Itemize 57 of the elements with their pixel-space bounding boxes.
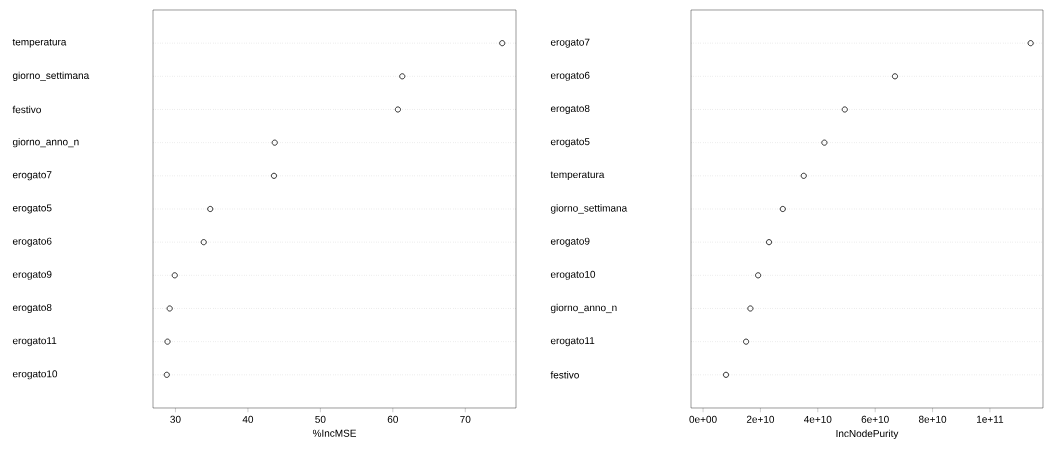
y-tick-label: erogato7 bbox=[550, 38, 590, 48]
x-tick-label: 60 bbox=[387, 415, 398, 423]
y-tick-label: erogato10 bbox=[550, 270, 596, 280]
x-tick-label: 4e+10 bbox=[803, 415, 832, 423]
y-tick-label: erogato6 bbox=[550, 71, 590, 81]
point bbox=[841, 106, 848, 113]
point bbox=[399, 73, 406, 80]
point bbox=[207, 205, 214, 212]
y-tick-label: erogato8 bbox=[12, 303, 52, 314]
point bbox=[755, 272, 762, 279]
y-tick-label: erogato9 bbox=[12, 270, 52, 280]
y-tick-label: temperatura bbox=[12, 38, 67, 48]
y-tick-label: erogato11 bbox=[12, 337, 57, 347]
point bbox=[821, 139, 828, 146]
point bbox=[747, 305, 754, 312]
y-tick-label: giorno_settimana bbox=[12, 71, 90, 81]
point bbox=[394, 106, 401, 113]
y-tick-label: giorno_settimana bbox=[550, 204, 628, 214]
point bbox=[723, 371, 729, 378]
x-tick-label: 30 bbox=[170, 415, 181, 423]
point bbox=[200, 239, 207, 246]
x-tick-label: 40 bbox=[242, 415, 254, 423]
x-tick-label: 8e+10 bbox=[918, 415, 947, 423]
point bbox=[766, 239, 773, 246]
y-tick-label: festivo bbox=[550, 371, 579, 379]
x-axis-title: %IncMSE bbox=[312, 429, 357, 437]
y-tick-label: giorno_anno_n bbox=[12, 137, 79, 148]
point bbox=[163, 371, 170, 378]
point bbox=[1027, 40, 1034, 47]
point bbox=[779, 205, 786, 212]
y-tick-label: festivo bbox=[12, 105, 41, 114]
point bbox=[171, 272, 178, 279]
point bbox=[891, 73, 898, 80]
x-axis-title: IncNodePurity bbox=[836, 429, 899, 440]
y-tick-label: erogato5 bbox=[12, 204, 52, 214]
y-tick-label: erogato11 bbox=[550, 337, 595, 347]
y-tick-label: giorno_anno_n bbox=[550, 303, 617, 314]
y-tick-label: erogato7 bbox=[12, 171, 52, 181]
x-tick-label: 6e+10 bbox=[861, 415, 889, 423]
point bbox=[271, 172, 277, 179]
y-tick-label: erogato10 bbox=[12, 370, 58, 380]
y-tick-label: erogato9 bbox=[550, 237, 590, 247]
y-tick-label: erogato8 bbox=[550, 104, 590, 115]
y-tick-label: temperatura bbox=[550, 171, 605, 181]
point bbox=[800, 172, 807, 179]
point bbox=[164, 338, 171, 345]
x-tick-label: 50 bbox=[315, 415, 326, 423]
x-tick-label: 1e+11 bbox=[977, 415, 1004, 423]
x-tick-label: 70 bbox=[460, 415, 471, 423]
point bbox=[166, 305, 173, 312]
point bbox=[743, 338, 750, 345]
x-tick-label: 0e+00 bbox=[689, 415, 717, 423]
y-tick-label: erogato5 bbox=[550, 138, 590, 148]
point bbox=[499, 40, 506, 47]
x-tick-label: 2e+10 bbox=[746, 415, 775, 423]
point bbox=[271, 139, 278, 146]
y-tick-label: erogato6 bbox=[12, 237, 52, 247]
